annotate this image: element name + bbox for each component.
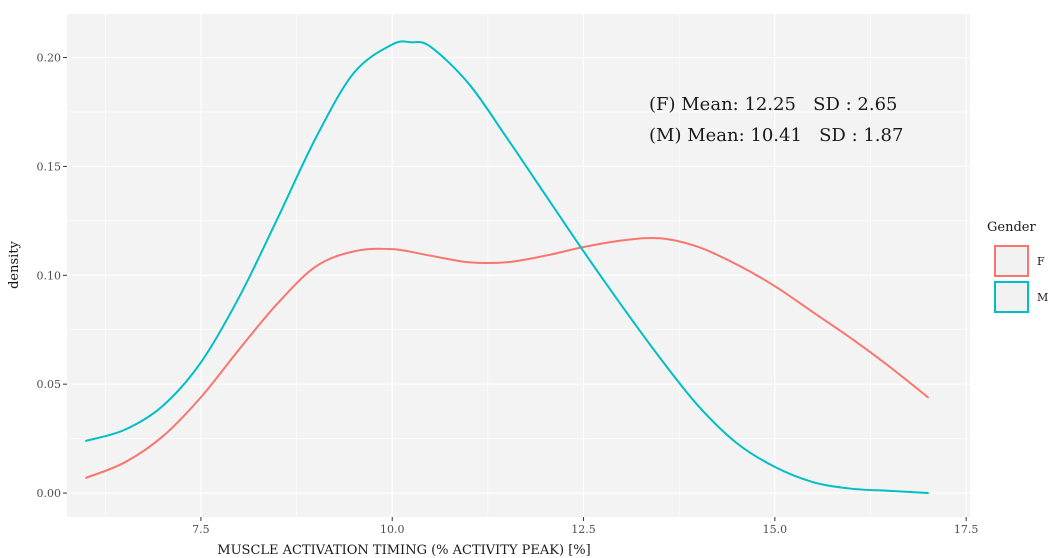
series-line-f xyxy=(85,236,929,479)
x-tick-label: 12.5 xyxy=(571,523,596,536)
x-tick-label: 10.0 xyxy=(380,523,405,536)
x-axis: 7.5 10.0 12.5 15.0 17.5 xyxy=(192,517,978,536)
x-axis-title: MUSCLE ACTIVATION TIMING (% ACTIVITY PEA… xyxy=(217,543,590,558)
legend-key-m xyxy=(994,281,1029,313)
grid xyxy=(67,14,970,517)
x-tick-label: 7.5 xyxy=(192,523,210,536)
y-tick-label: 0.00 xyxy=(37,487,62,500)
legend-label-m: M xyxy=(1037,291,1048,304)
panel-background xyxy=(67,14,970,517)
series-lines xyxy=(85,40,929,495)
y-tick-label: 0.15 xyxy=(37,160,62,173)
x-tick-label: 15.0 xyxy=(763,523,788,536)
series-line-m xyxy=(85,40,929,495)
x-tick-label: 17.5 xyxy=(954,523,979,536)
y-axis: 0.00 0.05 0.10 0.15 0.20 xyxy=(37,52,67,500)
legend-key-f xyxy=(994,245,1029,277)
y-tick-label: 0.20 xyxy=(37,52,62,65)
legend-title: Gender xyxy=(987,220,1036,235)
legend: Gender F M xyxy=(987,220,1048,313)
legend-label-f: F xyxy=(1037,255,1045,268)
y-tick-label: 0.10 xyxy=(37,269,62,282)
annotation-m-stats: (M) Mean: 10.41 SD : 1.87 xyxy=(649,125,903,146)
annotation-f-stats: (F) Mean: 12.25 SD : 2.65 xyxy=(649,94,898,115)
y-axis-title: density xyxy=(7,240,22,288)
y-tick-label: 0.05 xyxy=(37,378,62,391)
